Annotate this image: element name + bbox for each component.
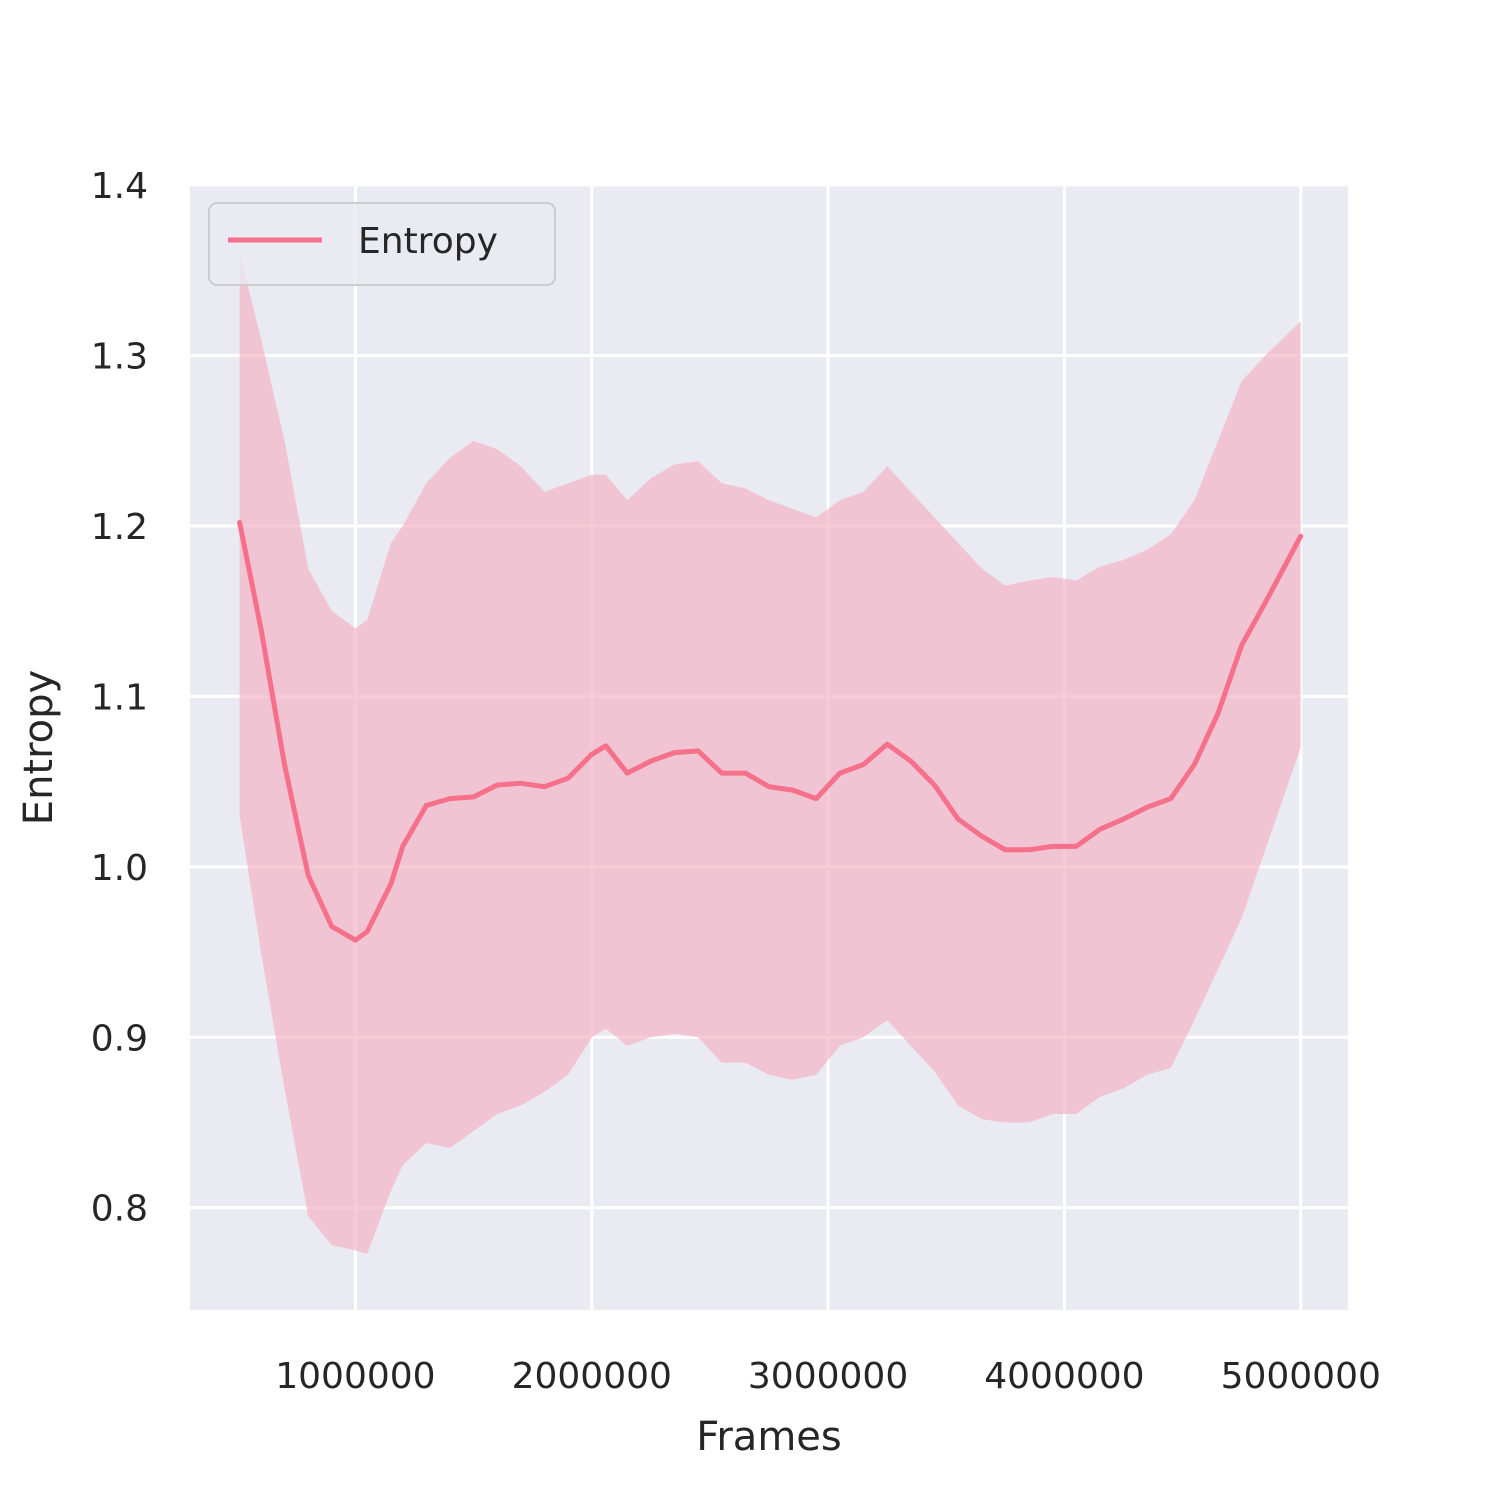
x-tick-label: 5000000 xyxy=(1221,1356,1381,1397)
x-tick-label: 3000000 xyxy=(748,1356,908,1397)
series-line-entropy xyxy=(237,520,1304,943)
y-tick-label: 1.1 xyxy=(91,677,148,718)
y-tick-label: 1.2 xyxy=(91,507,148,548)
series-lines xyxy=(237,520,1304,943)
x-tick-label: 4000000 xyxy=(984,1356,1144,1397)
y-tick-label: 1.4 xyxy=(91,166,148,207)
legend-label-entropy: Entropy xyxy=(358,221,498,262)
legend: Entropy xyxy=(208,202,556,286)
series-band-entropy xyxy=(239,253,1301,1254)
y-tick-labels: 0.8 0.9 1.0 1.1 1.2 1.3 1.4 xyxy=(91,166,148,1230)
x-axis-label: Frames xyxy=(696,1414,841,1460)
y-tick-label: 1.3 xyxy=(91,336,148,377)
std-band xyxy=(239,253,1301,1254)
y-tick-label: 0.9 xyxy=(91,1018,148,1059)
x-tick-label: 1000000 xyxy=(275,1356,435,1397)
y-tick-label: 1.0 xyxy=(91,848,148,889)
y-axis-label: Entropy xyxy=(16,670,62,825)
legend-box xyxy=(208,202,556,286)
x-tick-label: 2000000 xyxy=(512,1356,672,1397)
y-tick-label: 0.8 xyxy=(91,1189,148,1230)
x-tick-labels: 1000000 2000000 3000000 4000000 5000000 xyxy=(275,1356,1381,1397)
